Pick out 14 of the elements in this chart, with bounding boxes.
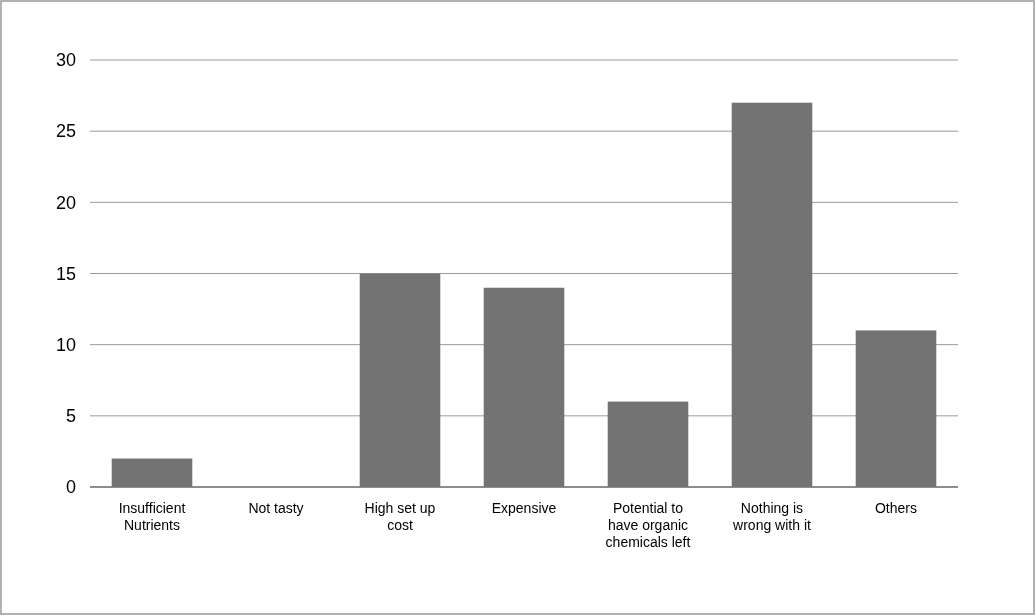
x-tick-label: Insufficient Nutrients — [118, 500, 186, 533]
y-tick-label: 10 — [55, 334, 76, 355]
x-tick-label: Expensive — [491, 500, 557, 516]
x-tick-label: High set up cost — [364, 500, 436, 533]
y-tick-label: 0 — [65, 477, 76, 498]
y-tick-label: 20 — [55, 192, 76, 213]
x-tick-label: Others — [874, 500, 918, 516]
x-tick-label: Not tasty — [248, 500, 304, 516]
y-tick-label: 25 — [55, 121, 76, 142]
y-tick-label: 30 — [55, 50, 76, 71]
y-tick-label: 15 — [55, 263, 76, 284]
x-tick-label: Nothing is wrong with it — [732, 500, 812, 533]
y-tick-label: 5 — [65, 406, 76, 427]
x-tick-label: Potential to have organic chemicals left — [605, 500, 691, 550]
